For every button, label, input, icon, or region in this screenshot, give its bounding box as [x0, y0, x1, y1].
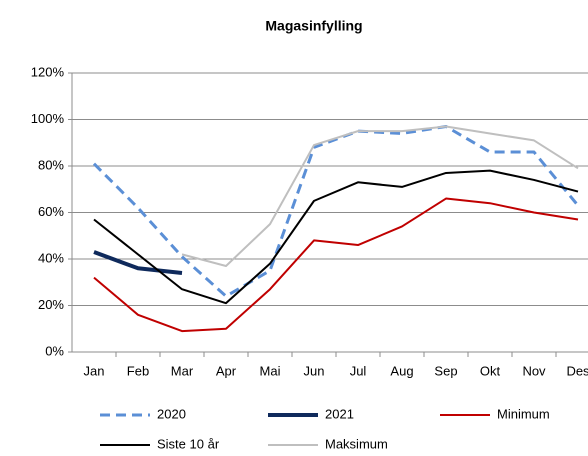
- x-tick-label: Feb: [127, 363, 149, 378]
- series-line: [181, 125, 579, 267]
- x-tick-label: Mar: [171, 363, 194, 378]
- y-tick-label: 20%: [38, 297, 64, 312]
- x-tick-label: Okt: [480, 363, 501, 378]
- chart-title: Magasinfylling: [265, 18, 362, 34]
- series-line: [93, 250, 183, 275]
- x-tick-label: Jul: [350, 363, 367, 378]
- x-tick-label: Mai: [260, 363, 281, 378]
- y-tick-label: 0%: [45, 343, 64, 358]
- x-tick-label: Apr: [216, 363, 237, 378]
- x-tick-label: Nov: [522, 363, 546, 378]
- y-tick-label: 80%: [38, 157, 64, 172]
- legend-label: Siste 10 år: [157, 436, 220, 451]
- legend-label: Minimum: [497, 406, 550, 421]
- series-line: [92, 124, 580, 298]
- legend-label: 2020: [157, 406, 186, 421]
- series-line: [93, 197, 579, 333]
- legend-label: Maksimum: [325, 436, 388, 451]
- y-tick-label: 120%: [31, 64, 65, 79]
- y-tick-label: 40%: [38, 250, 64, 265]
- x-tick-label: Jun: [304, 363, 325, 378]
- x-tick-label: Des: [566, 363, 588, 378]
- y-tick-label: 100%: [31, 111, 65, 126]
- x-tick-label: Sep: [434, 363, 457, 378]
- x-tick-label: Aug: [390, 363, 413, 378]
- y-tick-label: 60%: [38, 204, 64, 219]
- legend-label: 2021: [325, 406, 354, 421]
- series-line: [93, 169, 579, 305]
- x-tick-label: Jan: [84, 363, 105, 378]
